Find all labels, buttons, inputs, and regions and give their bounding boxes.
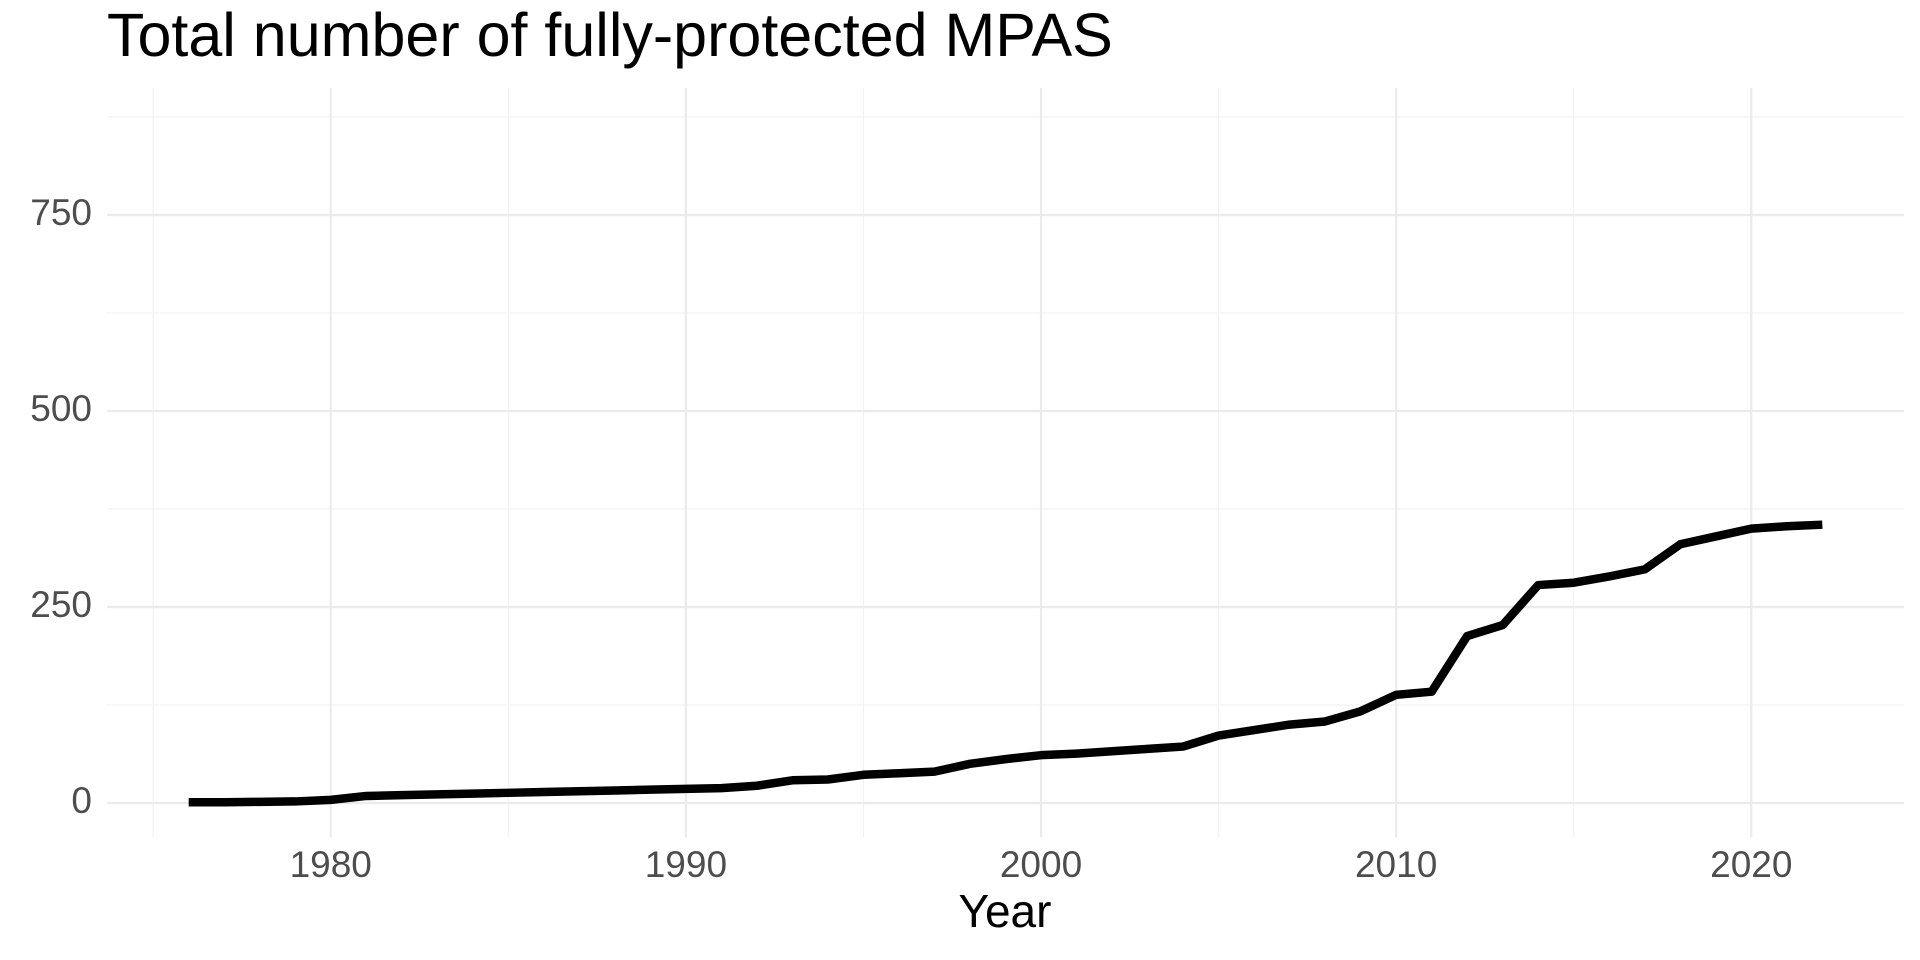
x-tick-label: 2000 [1000, 844, 1082, 885]
x-tick-label: 2020 [1710, 844, 1792, 885]
chart-title: Total number of fully-protected MPAS [107, 1, 1113, 69]
y-tick-label: 500 [30, 388, 92, 429]
y-tick-label: 750 [30, 192, 92, 233]
y-tick-label: 250 [30, 584, 92, 625]
x-tick-label: 2010 [1355, 844, 1437, 885]
line [188, 520, 1823, 807]
y-tick-label: 0 [71, 780, 92, 821]
x-tick-label: 1990 [645, 844, 727, 885]
x-axis-title: Year [959, 885, 1052, 937]
x-tick-label: 1980 [290, 844, 372, 885]
